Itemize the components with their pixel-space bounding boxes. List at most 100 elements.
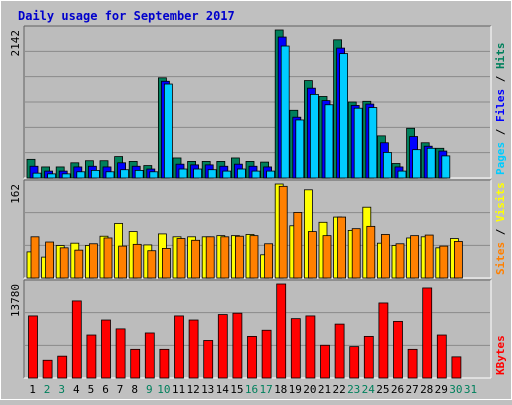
bar-pages-day-24 [368,107,378,179]
bar-pages-day-23 [353,107,363,179]
bar-kbytes-day-6 [101,319,111,379]
bar-kbytes-day-4 [71,300,82,379]
x-tick-label-day-10: 10 [157,383,170,396]
legend-pages: Pages [494,142,507,175]
bar-sites-day-8 [132,243,142,279]
bar-pages-day-6 [105,171,115,179]
x-tick-label-day-30: 30 [449,383,462,396]
x-tick-label-day-20: 20 [303,383,316,396]
x-tick-label-day-28: 28 [420,383,433,396]
bar-pages-day-25 [382,152,392,179]
bar-pages-day-3 [61,173,71,179]
bar-sites-day-12 [191,239,201,279]
bar-pages-day-15 [236,168,246,179]
x-tick-label-day-4: 4 [73,383,80,396]
bar-pages-day-5 [91,169,100,179]
x-tick-label-day-14: 14 [216,383,230,396]
bar-kbytes-day-11 [174,315,184,379]
panel-bottom-ymax-label: 13780 [9,284,22,317]
panel-middle-ymax-label: 162 [9,184,22,204]
bar-pages-day-7 [120,169,129,179]
bar-sites-day-6 [103,237,113,279]
bar-sites-day-13 [205,236,215,279]
legend-separator: / [494,222,507,242]
panel-top-ymax-label: 2142 [9,30,22,57]
x-tick-label-day-17: 17 [259,383,272,396]
bar-pages-day-29 [441,155,451,179]
bar-sites-day-21 [322,235,332,279]
x-tick-label-day-24: 24 [362,383,376,396]
bar-kbytes-day-18 [276,283,287,379]
bar-sites-day-7 [118,245,127,279]
x-tick-label-day-25: 25 [376,383,389,396]
bar-kbytes-day-13 [203,340,214,379]
x-tick-label-day-7: 7 [117,383,124,396]
bar-kbytes-day-12 [188,319,199,379]
bar-kbytes-day-21 [320,344,330,379]
bar-sites-day-2 [45,241,54,279]
bar-kbytes-day-10 [159,348,170,379]
bar-pages-day-20 [309,93,319,179]
bar-sites-day-5 [89,243,98,279]
panel-bottom-legend: KBytes [494,335,507,375]
x-tick-label-day-22: 22 [332,383,345,396]
bar-sites-day-20 [307,231,317,279]
bar-sites-day-11 [176,238,186,279]
bar-pages-day-1 [32,172,42,179]
bar-sites-day-24 [366,225,376,279]
bar-sites-day-23 [351,228,361,279]
x-tick-label-day-11: 11 [172,383,185,396]
x-tick-label-day-2: 2 [44,383,51,396]
x-tick-label-day-19: 19 [289,383,302,396]
legend-visits: Visits [494,182,507,222]
x-tick-label-day-9: 9 [146,383,153,396]
bar-kbytes-day-26 [393,320,403,379]
bar-kbytes-day-9 [144,332,155,379]
panel-middle-legend: Sites / Visits [494,182,507,275]
bar-sites-day-26 [395,243,405,279]
x-tick-label-day-5: 5 [88,383,95,396]
x-tick-label-day-18: 18 [274,383,287,396]
bar-sites-day-28 [424,234,434,279]
bar-pages-day-28 [426,147,436,179]
bar-kbytes-day-16 [247,335,257,379]
bar-pages-day-11 [178,168,188,179]
bar-sites-day-27 [410,235,420,279]
bar-kbytes-day-28 [422,287,433,379]
bar-pages-day-13 [207,169,217,179]
x-tick-label-day-1: 1 [29,383,36,396]
bar-pages-day-17 [266,170,276,179]
x-tick-label-day-12: 12 [186,383,199,396]
bar-kbytes-day-29 [436,334,447,379]
bar-pages-day-12 [193,168,203,179]
x-tick-label-day-16: 16 [245,383,258,396]
bar-kbytes-day-30 [451,356,462,379]
bar-kbytes-day-20 [305,315,316,379]
bar-sites-day-15 [234,235,244,279]
legend-separator: / [494,122,507,142]
bar-sites-day-18 [278,185,288,279]
legend-files: Files [494,89,507,122]
bar-kbytes-day-23 [349,346,360,379]
bar-sites-day-4 [74,249,84,279]
bar-kbytes-day-1 [28,315,38,379]
bar-kbytes-day-24 [363,335,374,379]
legend-sites: Sites [494,242,507,275]
bar-pages-day-18 [280,45,290,179]
x-tick-label-day-13: 13 [201,383,214,396]
bar-pages-day-8 [134,169,144,179]
bar-sites-day-22 [337,216,347,279]
bar-kbytes-day-2 [42,359,53,379]
bar-sites-day-10 [161,248,171,279]
bar-pages-day-26 [397,170,407,179]
chart-title: Daily usage for September 2017 [18,9,235,23]
x-tick-label-day-23: 23 [347,383,360,396]
bar-sites-day-25 [380,234,390,279]
bar-pages-day-19 [295,119,305,179]
panel-top-legend: Pages / Files / Hits [494,43,507,176]
bar-pages-day-27 [412,149,422,179]
bar-kbytes-day-3 [57,355,68,379]
bar-pages-day-4 [76,171,86,179]
